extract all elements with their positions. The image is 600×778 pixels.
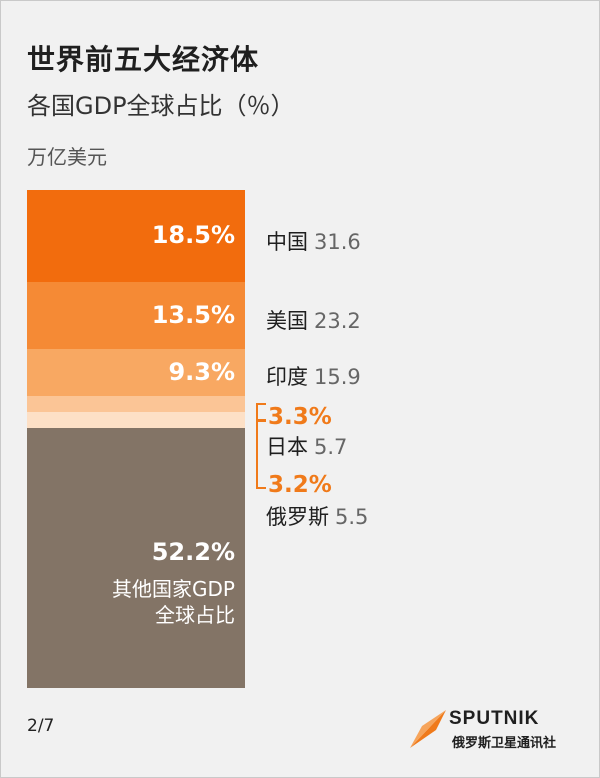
gdp-value-usa: 23.2 <box>314 309 361 333</box>
share-label-russia: 3.2% <box>268 472 332 498</box>
category-label-china: 中国 31.6 <box>266 226 361 256</box>
bar-segment-other: 52.2% 其他国家GDP 全球占比 <box>27 428 245 688</box>
gdp-value-japan: 5.7 <box>314 435 348 459</box>
bar-segment-china: 18.5% <box>27 190 245 283</box>
share-label-japan: 3.3% <box>268 404 332 430</box>
share-label-india: 9.3% <box>168 357 235 386</box>
gdp-value-india: 15.9 <box>314 365 361 389</box>
bar-segment-india: 9.3% <box>27 349 245 396</box>
other-label-line1: 其他国家GDP <box>112 577 235 602</box>
category-label-usa: 美国 23.2 <box>266 305 361 335</box>
chart-title: 世界前五大经济体 <box>27 43 260 76</box>
bar-segment-russia <box>27 412 245 429</box>
share-label-usa: 13.5% <box>151 300 235 329</box>
share-label-other: 52.2% <box>151 538 235 567</box>
category-name-russia: 俄罗斯 <box>266 505 329 529</box>
brand-name: SPUTNIK <box>449 708 540 729</box>
category-label-japan: 日本 5.7 <box>266 431 347 461</box>
category-name-india: 印度 <box>266 365 308 389</box>
category-label-india: 印度 15.9 <box>266 361 361 391</box>
bracket-japan <box>256 403 266 422</box>
bracket-russia <box>256 419 266 489</box>
category-name-china: 中国 <box>266 230 308 254</box>
other-label-line2: 全球占比 <box>155 603 235 628</box>
category-name-japan: 日本 <box>266 435 308 459</box>
chart-subtitle: 各国GDP全球占比（％） <box>27 92 295 120</box>
unit-label: 万亿美元 <box>27 145 107 169</box>
page-number: 2/7 <box>27 716 55 736</box>
category-name-usa: 美国 <box>266 309 308 333</box>
other-label: 其他国家GDP 全球占比 <box>112 576 235 628</box>
brand-subtitle: 俄罗斯卫星通讯社 <box>452 736 557 751</box>
share-label-china: 18.5% <box>151 221 235 250</box>
bar-segment-japan <box>27 395 245 413</box>
gdp-value-russia: 5.5 <box>335 505 369 529</box>
gdp-value-china: 31.6 <box>314 230 361 254</box>
sputnik-logo-icon <box>410 710 446 748</box>
bar-segment-usa: 13.5% <box>27 282 245 350</box>
category-label-russia: 俄罗斯 5.5 <box>266 501 368 531</box>
